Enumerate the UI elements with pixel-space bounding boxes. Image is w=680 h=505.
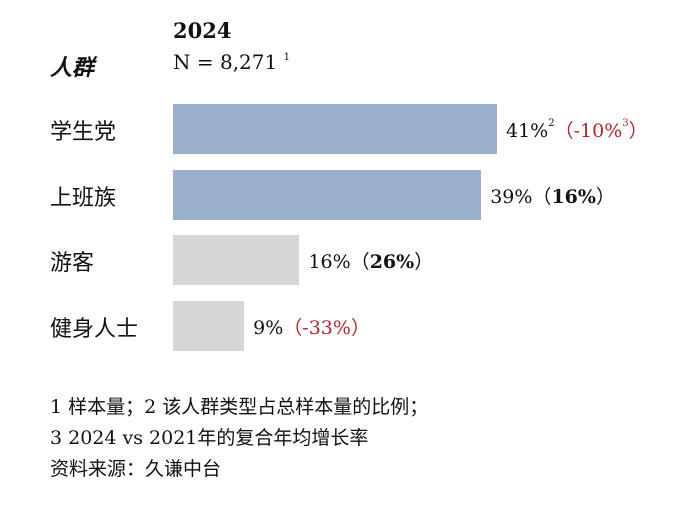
year-header: 2024: [173, 18, 232, 43]
footnote-2: 3 2024 vs 2021年的复合年均增长率: [50, 427, 369, 449]
growth-rate: （-33%）: [283, 316, 370, 339]
value-label: 16%（26%）: [308, 247, 433, 274]
category-label: 学生党: [50, 120, 117, 145]
value-label: 41%2（-10%3）: [506, 116, 648, 143]
bar-value: 16%: [308, 251, 351, 273]
category-label: 游客: [50, 251, 95, 276]
bar: [173, 235, 300, 285]
sample-size-text: N = 8,271: [173, 50, 278, 74]
value-label: 39%（16%）: [490, 182, 615, 209]
bar: [173, 104, 497, 154]
category-label: 健身人士: [50, 316, 139, 342]
bar-value: 9%: [253, 316, 284, 339]
growth-rate: （-10%3）: [554, 118, 648, 142]
category-label: 上班族: [50, 185, 117, 211]
value-note: 2: [548, 118, 555, 129]
source-note: 资料来源：久谦中台: [50, 458, 222, 480]
bar-value: 39%: [490, 185, 533, 208]
value-label: 9%（-33%）: [253, 313, 370, 340]
growth-note: 3: [622, 118, 629, 129]
category-header: 人群: [50, 55, 95, 81]
sample-size-note: 1: [283, 52, 290, 63]
growth-rate: （26%）: [350, 251, 434, 273]
growth-rate: （16%）: [532, 185, 615, 208]
bar-value: 41%: [506, 120, 549, 142]
sample-size-label: N = 8,271 1: [173, 50, 290, 74]
bar: [173, 300, 245, 351]
footnote-1: 1 样本量；2 该人群类型占总样本量的比例；: [50, 396, 429, 418]
bar: [173, 169, 482, 220]
